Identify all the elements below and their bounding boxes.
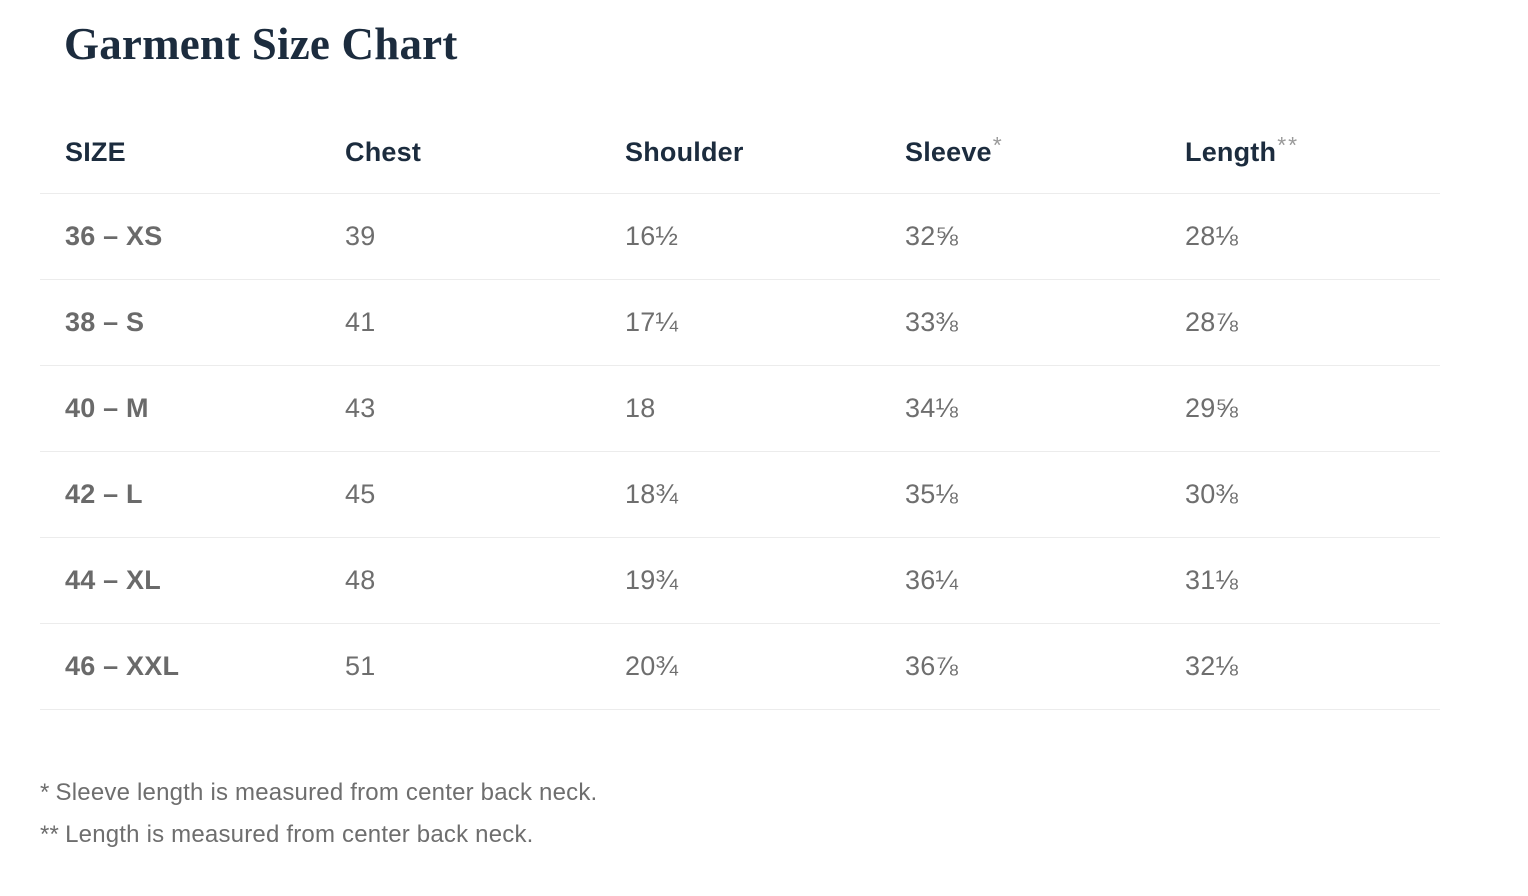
cell-chest: 39: [320, 193, 600, 281]
cell-length: 28⅞: [1160, 279, 1440, 367]
footnote-text: Length is measured from center back neck…: [65, 821, 534, 849]
footnote-marker: *: [40, 779, 50, 807]
table-row: 44 – XL 48 19¾ 36¼ 31⅛: [40, 537, 1440, 625]
cell-sleeve: 34⅛: [880, 365, 1160, 453]
cell-shoulder: 19¾: [600, 537, 880, 625]
table-row: 42 – L 45 18¾ 35⅛ 30⅜: [40, 451, 1440, 539]
size-chart-page: Garment Size Chart SIZE Chest Shoulder S…: [0, 16, 1528, 896]
cell-sleeve: 32⅝: [880, 193, 1160, 281]
cell-shoulder: 17¼: [600, 279, 880, 367]
cell-length: 28⅛: [1160, 193, 1440, 281]
page-title: Garment Size Chart: [64, 19, 458, 69]
footnote-marker: **: [40, 821, 60, 849]
column-header-label: Sleeve: [905, 137, 992, 168]
cell-size: 42 – L: [40, 451, 320, 539]
footnote-marker: *: [992, 132, 1004, 159]
table-row: 40 – M 43 18 34⅛ 29⅝: [40, 365, 1440, 453]
cell-size: 40 – M: [40, 365, 320, 453]
table-row: 38 – S 41 17¼ 33⅜ 28⅞: [40, 279, 1440, 367]
cell-sleeve: 33⅜: [880, 279, 1160, 367]
cell-length: 32⅛: [1160, 623, 1440, 711]
footnote-sleeve: * Sleeve length is measured from center b…: [40, 772, 1528, 814]
cell-size: 46 – XXL: [40, 623, 320, 711]
cell-length: 31⅛: [1160, 537, 1440, 625]
cell-chest: 51: [320, 623, 600, 711]
cell-shoulder: 16½: [600, 193, 880, 281]
column-header-sleeve: Sleeve*: [880, 106, 1160, 195]
footnotes: * Sleeve length is measured from center b…: [40, 772, 1528, 856]
cell-shoulder: 20¾: [600, 623, 880, 711]
footnote-text: Sleeve length is measured from center ba…: [55, 779, 598, 807]
column-header-label: SIZE: [65, 137, 126, 168]
footnote-length: ** Length is measured from center back ne…: [40, 814, 1528, 856]
column-header-label: Shoulder: [625, 137, 744, 168]
cell-sleeve: 36⅞: [880, 623, 1160, 711]
cell-chest: 43: [320, 365, 600, 453]
size-chart-table: SIZE Chest Shoulder Sleeve* Length** 36 …: [40, 106, 1440, 711]
column-header-chest: Chest: [320, 106, 600, 195]
table-row: 46 – XXL 51 20¾ 36⅞ 32⅛: [40, 623, 1440, 711]
cell-length: 30⅜: [1160, 451, 1440, 539]
column-header-size: SIZE: [40, 106, 320, 195]
cell-chest: 48: [320, 537, 600, 625]
cell-chest: 45: [320, 451, 600, 539]
cell-shoulder: 18¾: [600, 451, 880, 539]
footnote-marker: **: [1277, 132, 1300, 159]
table-row: 36 – XS 39 16½ 32⅝ 28⅛: [40, 193, 1440, 281]
column-header-shoulder: Shoulder: [600, 106, 880, 195]
cell-sleeve: 36¼: [880, 537, 1160, 625]
column-header-label: Length: [1185, 137, 1277, 168]
column-header-length: Length**: [1160, 106, 1440, 195]
cell-sleeve: 35⅛: [880, 451, 1160, 539]
cell-shoulder: 18: [600, 365, 880, 453]
cell-length: 29⅝: [1160, 365, 1440, 453]
column-header-label: Chest: [345, 137, 422, 168]
cell-size: 38 – S: [40, 279, 320, 367]
cell-size: 44 – XL: [40, 537, 320, 625]
cell-chest: 41: [320, 279, 600, 367]
table-header-row: SIZE Chest Shoulder Sleeve* Length**: [40, 106, 1440, 195]
cell-size: 36 – XS: [40, 193, 320, 281]
